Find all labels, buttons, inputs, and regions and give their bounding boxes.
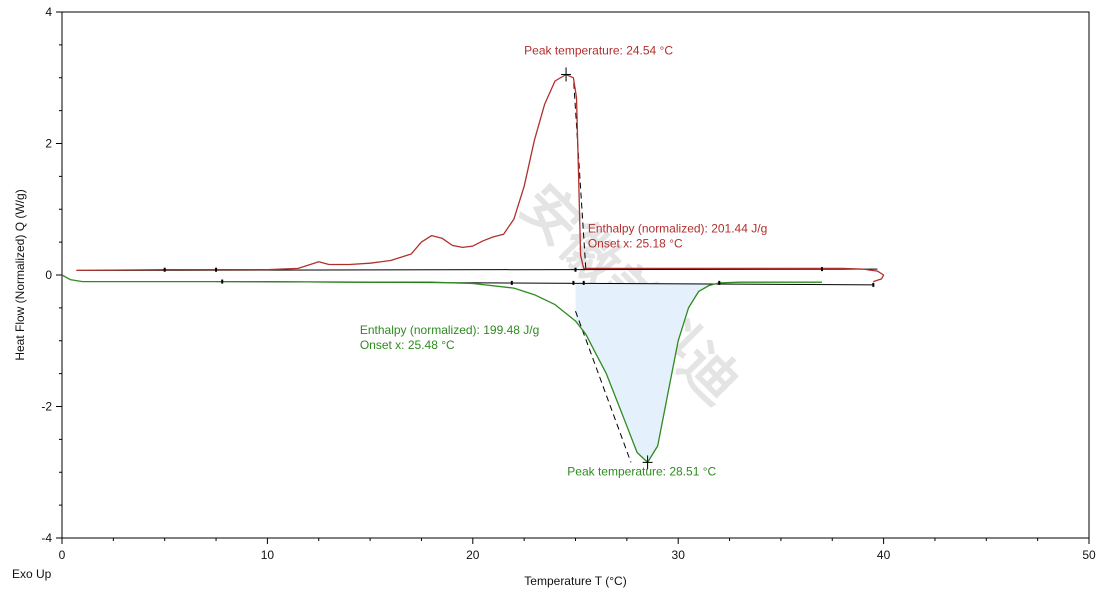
x-tick-label: 0 (59, 548, 66, 562)
x-tick-label: 40 (877, 548, 891, 562)
y-tick-label: -2 (41, 400, 52, 414)
annotation-text: Onset x: 25.18 °C (588, 236, 683, 250)
x-tick-label: 10 (261, 548, 275, 562)
x-tick-label: 50 (1082, 548, 1096, 562)
y-tick-label: 4 (45, 5, 52, 19)
y-tick-label: 2 (45, 137, 52, 151)
annotation-text: Peak temperature: 28.51 °C (567, 465, 716, 479)
x-tick-label: 30 (672, 548, 686, 562)
onset-tangent-line (572, 77, 587, 269)
annotation-text: Peak temperature: 24.54 °C (524, 44, 673, 58)
y-tick-label: 0 (45, 268, 52, 282)
exo-up-label: Exo Up (12, 567, 52, 581)
y-axis-title: Heat Flow (Normalized) Q (W/g) (13, 189, 27, 360)
annotation-text: Onset x: 25.48 °C (360, 338, 455, 352)
x-axis-title: Temperature T (°C) (524, 574, 626, 588)
annotation-text: Enthalpy (normalized): 201.44 J/g (588, 221, 767, 235)
onset-tangent-line (575, 310, 632, 463)
cooling-curve (61, 274, 822, 464)
annotation-text: Enthalpy (normalized): 199.48 J/g (360, 323, 539, 337)
y-tick-label: -4 (41, 531, 52, 545)
cooling-peak-fill (575, 282, 720, 463)
x-tick-label: 20 (466, 548, 480, 562)
heating-curve (76, 73, 885, 283)
